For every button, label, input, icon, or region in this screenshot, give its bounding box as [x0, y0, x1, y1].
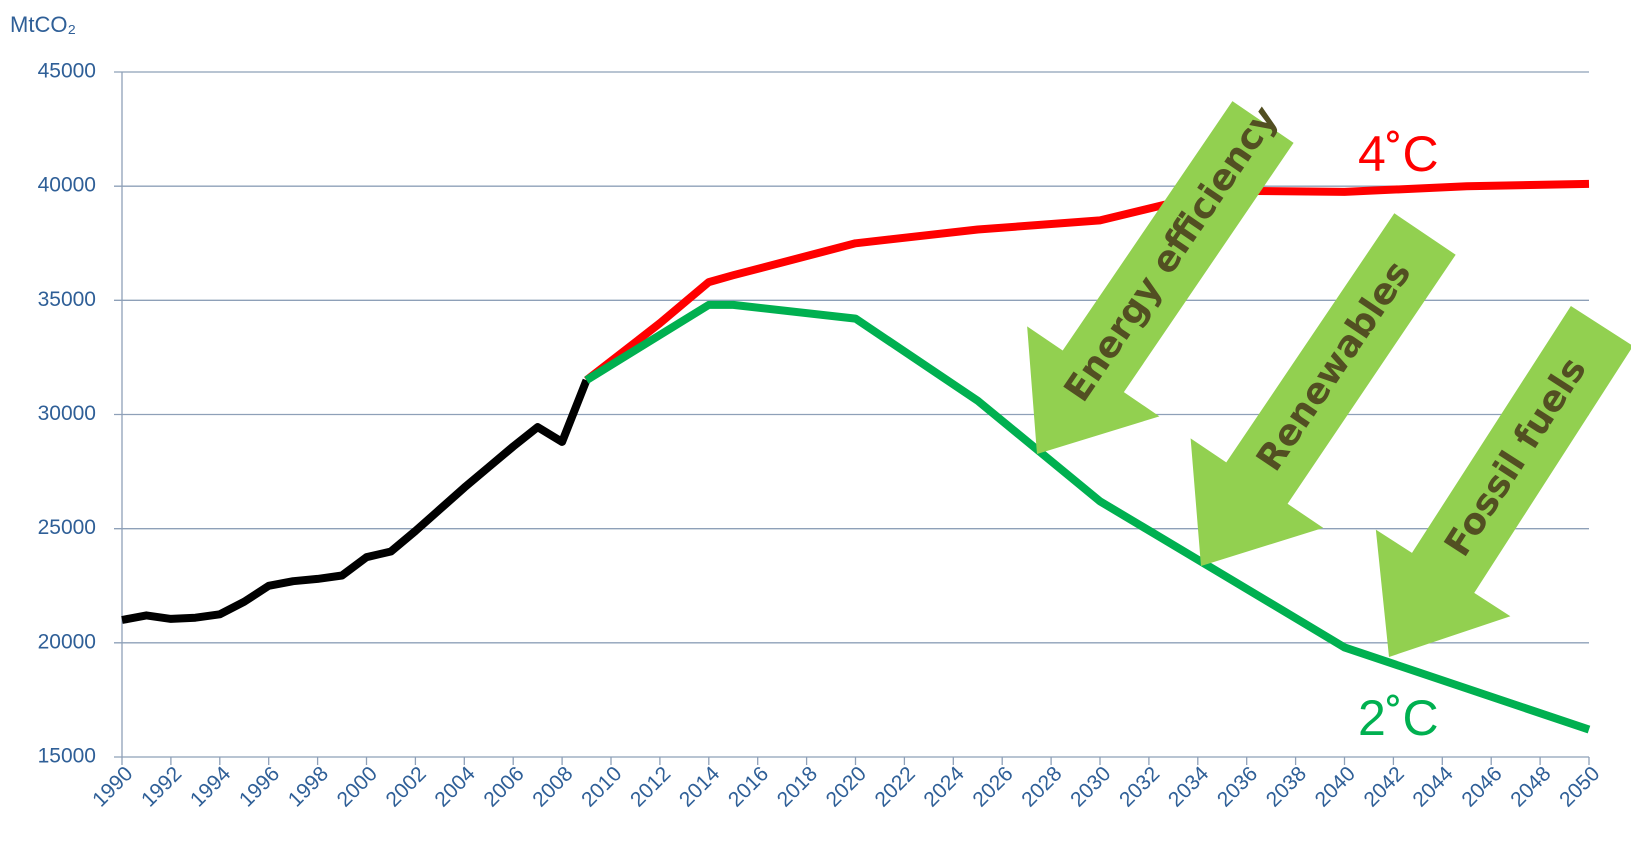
- y-tick-label: 25000: [38, 516, 96, 539]
- y-tick-label: 45000: [38, 60, 96, 83]
- x-tick-label: 2018: [773, 762, 822, 811]
- x-tick-label: 2020: [822, 762, 871, 811]
- x-tick-label: 2006: [479, 762, 528, 811]
- y-tick-label: 30000: [38, 402, 96, 425]
- x-tick-label: 2048: [1506, 762, 1555, 811]
- line-series: [121, 378, 591, 624]
- x-tick-label: 1994: [186, 762, 236, 812]
- y-axis-label: MtCO₂: [10, 12, 76, 37]
- series-label: 4˚C: [1358, 126, 1439, 182]
- y-tick-label: 20000: [38, 630, 96, 653]
- x-tick-label: 2012: [626, 762, 675, 811]
- x-tick-label: 2038: [1262, 762, 1311, 811]
- arrow-shape: [1190, 213, 1456, 567]
- y-tick-label: 40000: [38, 174, 96, 197]
- x-tick-label: 2032: [1115, 762, 1164, 811]
- x-tick-label: 2040: [1311, 762, 1360, 811]
- x-tick-label: 2050: [1555, 762, 1604, 811]
- x-tick-label: 2000: [333, 762, 382, 811]
- line-series: [584, 179, 1590, 384]
- x-tick-label: 2014: [675, 762, 725, 812]
- arrow-label: Fossil fuels: [1437, 350, 1595, 563]
- x-tick-label: 2034: [1164, 762, 1214, 812]
- arrow-label: Energy efficiency: [1057, 99, 1286, 409]
- x-tick-label: 1996: [235, 762, 284, 811]
- y-tick-label: 15000: [38, 745, 96, 768]
- y-tick-label: 35000: [38, 288, 96, 311]
- arrow-shape: [1027, 101, 1294, 454]
- x-tick-label: 2022: [871, 762, 920, 811]
- arrow-shape: [1375, 305, 1631, 657]
- x-tick-label: 1992: [137, 762, 186, 811]
- x-tick-label: 2042: [1360, 762, 1409, 811]
- x-tick-label: 1990: [88, 762, 137, 811]
- x-tick-label: 1998: [284, 762, 333, 811]
- x-tick-label: 2036: [1213, 762, 1262, 811]
- x-tick-label: 2030: [1066, 762, 1115, 811]
- x-tick-label: 2016: [724, 762, 773, 811]
- x-tick-label: 2026: [968, 762, 1017, 811]
- x-tick-label: 2024: [919, 762, 969, 812]
- series-label: 2˚C: [1358, 690, 1439, 746]
- x-tick-label: 2028: [1017, 762, 1066, 811]
- x-tick-label: 2044: [1408, 762, 1458, 812]
- arrow-label: Renewables: [1249, 254, 1419, 479]
- x-tick-label: 2010: [577, 762, 626, 811]
- x-tick-label: 2004: [430, 762, 480, 812]
- x-tick-label: 2046: [1457, 762, 1506, 811]
- x-tick-label: 2008: [528, 762, 577, 811]
- x-tick-label: 2002: [382, 762, 431, 811]
